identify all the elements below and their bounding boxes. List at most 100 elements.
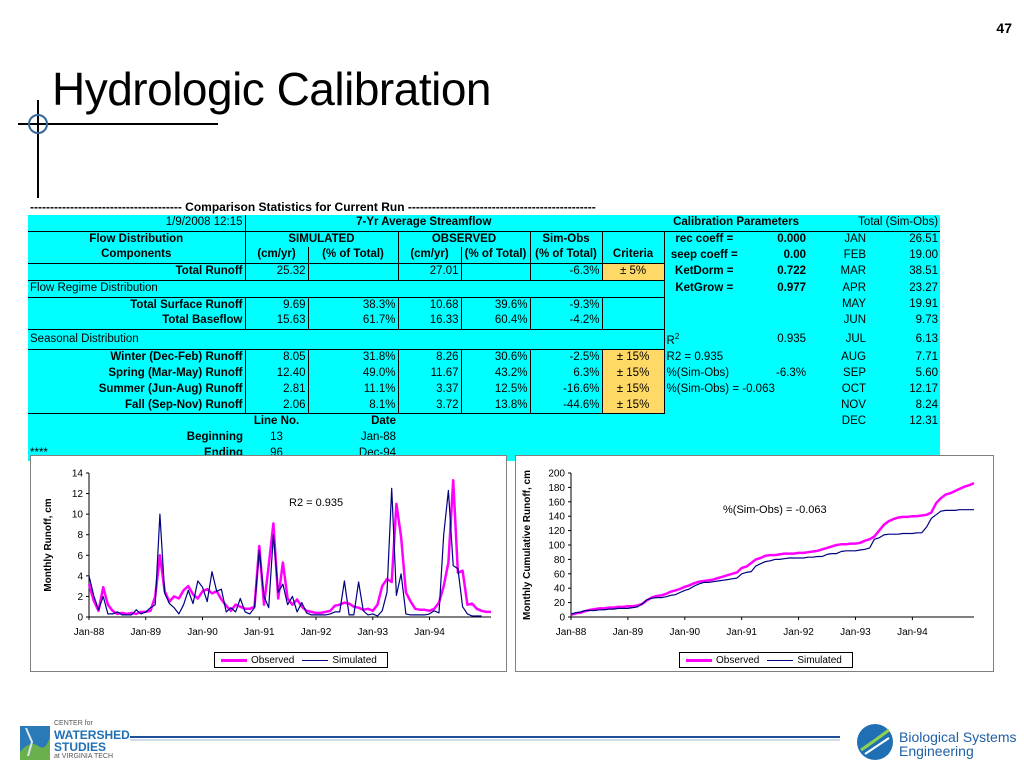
legend-item-simulated: Simulated (765, 655, 842, 666)
month-label: SEP (843, 367, 867, 380)
cell-value: 2.81 (245, 381, 309, 398)
unit-header: (cm/yr) (245, 247, 309, 265)
cell-value: 3.72 (398, 397, 462, 415)
components-header: Components (28, 247, 246, 265)
chart-legend: Observed Simulated (679, 652, 853, 668)
x-tick-label: Jan-88 (556, 627, 587, 638)
month-value: 5.60 (915, 367, 939, 380)
table-row: Seasonal Distribution R2 0.935 JUL 6.13 (28, 329, 940, 350)
y-tick-label: 140 (548, 512, 565, 523)
cell-value: 30.6% (461, 349, 531, 367)
cumulative-runoff-chart: 0 20 40 60 80 100 120 140 160 180 200 Jan-88 Jan-89 J… (515, 455, 994, 672)
x-tick-label: Jan-94 (897, 627, 928, 638)
cell-value: Jan-88 (360, 430, 396, 443)
criteria-cell: ± 15% (602, 397, 665, 415)
cell-value: 13 (270, 430, 283, 443)
y-tick-label: 12 (72, 489, 84, 500)
watershed-logo-icon (20, 726, 50, 760)
table-row: Winter (Dec-Feb) Runoff 8.05 31.8% 8.26 … (28, 349, 940, 367)
unit-header: (cm/yr) (398, 247, 462, 265)
x-tick-label: Jan-90 (669, 627, 700, 638)
cell-value: 15.63 (245, 313, 309, 330)
sim-obs-header: Sim-Obs (530, 231, 603, 248)
x-tick-label: Jan-92 (783, 627, 814, 638)
param-label: KetDorm = (675, 265, 734, 278)
y-tick-label: 14 (72, 469, 84, 480)
y-tick-label: 6 (77, 551, 83, 562)
y-tick-label: 60 (554, 569, 566, 580)
y-tick-label: 120 (548, 526, 565, 537)
y-tick-label: 100 (548, 541, 565, 552)
section-label: Seasonal Distribution (28, 329, 665, 350)
y-tick-label: 80 (554, 555, 566, 566)
row-label: Summer (Jun-Aug) Runoff (28, 381, 246, 398)
criteria-cell: ± 5% (602, 263, 665, 281)
cell-value: 3.37 (398, 381, 462, 398)
y-tick-label: 20 (554, 598, 566, 609)
param-value: 0.977 (777, 281, 807, 294)
x-tick-label: Jan-89 (613, 627, 644, 638)
cell-value: 16.33 (398, 313, 462, 330)
calibration-parameters-heading: Calibration Parameters (664, 215, 809, 232)
legend-item-observed: Observed (219, 655, 294, 666)
criteria-cell: ± 15% (602, 366, 665, 382)
table-row: 1/9/2008 12:15 7-Yr Average Streamflow C… (28, 215, 941, 232)
y-tick-label: 180 (548, 483, 565, 494)
x-tick-label: Jan-91 (726, 627, 757, 638)
average-streamflow-heading: 7-Yr Average Streamflow (245, 215, 603, 232)
param-label: R2 (666, 332, 680, 348)
unit-header: (% of Total) (530, 247, 603, 265)
cell-value: 6.3% (530, 366, 603, 382)
section-label: Flow Regime Distribution (28, 280, 665, 298)
param-value: 0.000 (777, 232, 807, 245)
table-row: Beginning 13 Jan-88 (28, 430, 940, 446)
row-label: Total Surface Runoff (28, 296, 246, 314)
cell-value: -16.6% (530, 381, 603, 398)
cell-value: 10.68 (398, 296, 462, 314)
cell-value: -44.6% (530, 397, 603, 415)
y-tick-label: 0 (77, 613, 83, 624)
date-header: Date (371, 415, 396, 428)
cell-value: -9.3% (530, 296, 603, 314)
slide-number: 47 (996, 20, 1012, 36)
month-label: JUL (845, 332, 867, 345)
x-tick-label: Jan-92 (301, 627, 332, 638)
table-row: Fall (Sep-Nov) Runoff 2.06 8.1% 3.72 13.… (28, 397, 940, 415)
series-line-simulated (570, 509, 974, 615)
y-axis-label: Monthly Runoff, cm (43, 498, 54, 591)
month-label: APR (842, 281, 867, 294)
y-tick-label: 200 (548, 469, 565, 480)
param-label: seep coeff = (670, 248, 738, 261)
table-row: Flow Distribution SIMULATED OBSERVED Sim… (28, 231, 940, 248)
cell-value: 11.67 (398, 366, 462, 382)
series-line-observed (570, 481, 975, 616)
table-row: Spring (Mar-May) Runoff 12.40 49.0% 11.6… (28, 366, 940, 382)
stat-label: R2 = 0.935 (666, 351, 724, 364)
table-row: Summer (Jun-Aug) Runoff 2.81 11.1% 3.37 … (28, 381, 940, 398)
logo-text: STUDIES (54, 740, 107, 754)
param-value: 0.722 (777, 265, 807, 278)
total-sim-obs-heading: Total (Sim-Obs) (808, 215, 941, 232)
month-label: FEB (843, 248, 867, 261)
cell-value: 8.1% (308, 397, 399, 415)
cell-value: 9.69 (245, 296, 309, 314)
cell-value: 25.32 (245, 263, 309, 281)
watershed-studies-logo: CENTER for WATERSHED STUDIES at VIRGINIA… (18, 720, 138, 764)
month-value: 23.27 (909, 281, 939, 294)
row-label: Winter (Dec-Feb) Runoff (28, 349, 246, 367)
month-label: JAN (844, 232, 867, 245)
legend-item-observed: Observed (684, 655, 759, 666)
title-crosshair-decoration (18, 100, 218, 198)
cell-value: 13.8% (461, 397, 531, 415)
logo-text: Biological Systems (899, 729, 1017, 745)
chart-legend: Observed Simulated (214, 652, 388, 668)
monthly-runoff-plot: 0 2 4 6 8 10 12 14 Jan-88 Jan-89 Jan-90 Jan-91 Jan-9… (43, 469, 491, 638)
month-label: NOV (841, 398, 867, 411)
cell-value: 12.5% (461, 381, 531, 398)
cell-value: 43.2% (461, 366, 531, 382)
sim-obs-annotation: %(Sim-Obs) = -0.063 (723, 504, 827, 516)
cell-value: 8.05 (245, 349, 309, 367)
month-label: MAY (841, 298, 867, 311)
x-tick-label: Jan-89 (130, 627, 161, 638)
month-value: 38.51 (909, 265, 939, 278)
